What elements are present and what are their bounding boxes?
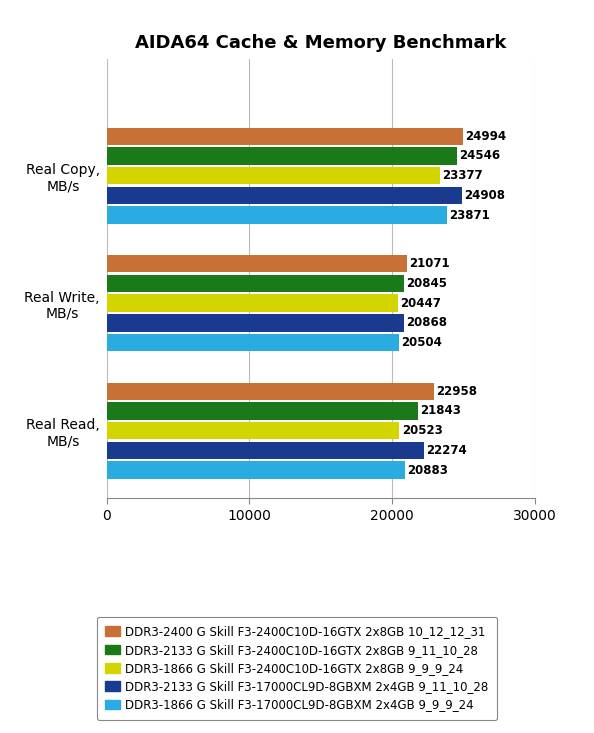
Bar (107, 187, 462, 204)
Text: 24908: 24908 (464, 189, 505, 202)
Bar (107, 383, 434, 400)
Text: 20868: 20868 (406, 317, 447, 329)
Text: 21071: 21071 (409, 257, 450, 270)
Text: 20883: 20883 (407, 463, 448, 476)
Bar (107, 167, 440, 185)
Text: 21843: 21843 (421, 405, 462, 418)
Bar (107, 295, 399, 312)
Text: 24546: 24546 (459, 150, 500, 163)
Bar (107, 147, 457, 165)
Bar (107, 442, 425, 459)
Bar (107, 402, 418, 419)
Bar (107, 255, 407, 273)
Legend: DDR3-2400 G Skill F3-2400C10D-16GTX 2x8GB 10_12_12_31, DDR3-2133 G Skill F3-2400: DDR3-2400 G Skill F3-2400C10D-16GTX 2x8G… (97, 617, 497, 720)
Text: 22274: 22274 (426, 444, 467, 457)
Text: 24994: 24994 (465, 130, 507, 143)
Text: 20447: 20447 (400, 297, 441, 309)
Text: 23377: 23377 (443, 169, 483, 183)
Bar (107, 461, 405, 479)
Text: 22958: 22958 (437, 385, 478, 398)
Bar (107, 314, 405, 331)
Text: 20845: 20845 (406, 277, 447, 290)
Text: 20523: 20523 (402, 424, 443, 437)
Bar (107, 275, 404, 292)
Text: 20504: 20504 (402, 336, 443, 349)
Bar (107, 207, 447, 224)
Title: AIDA64 Cache & Memory Benchmark: AIDA64 Cache & Memory Benchmark (135, 34, 507, 51)
Bar (107, 334, 399, 351)
Text: 23871: 23871 (450, 209, 490, 221)
Bar (107, 422, 400, 439)
Bar (107, 128, 463, 145)
